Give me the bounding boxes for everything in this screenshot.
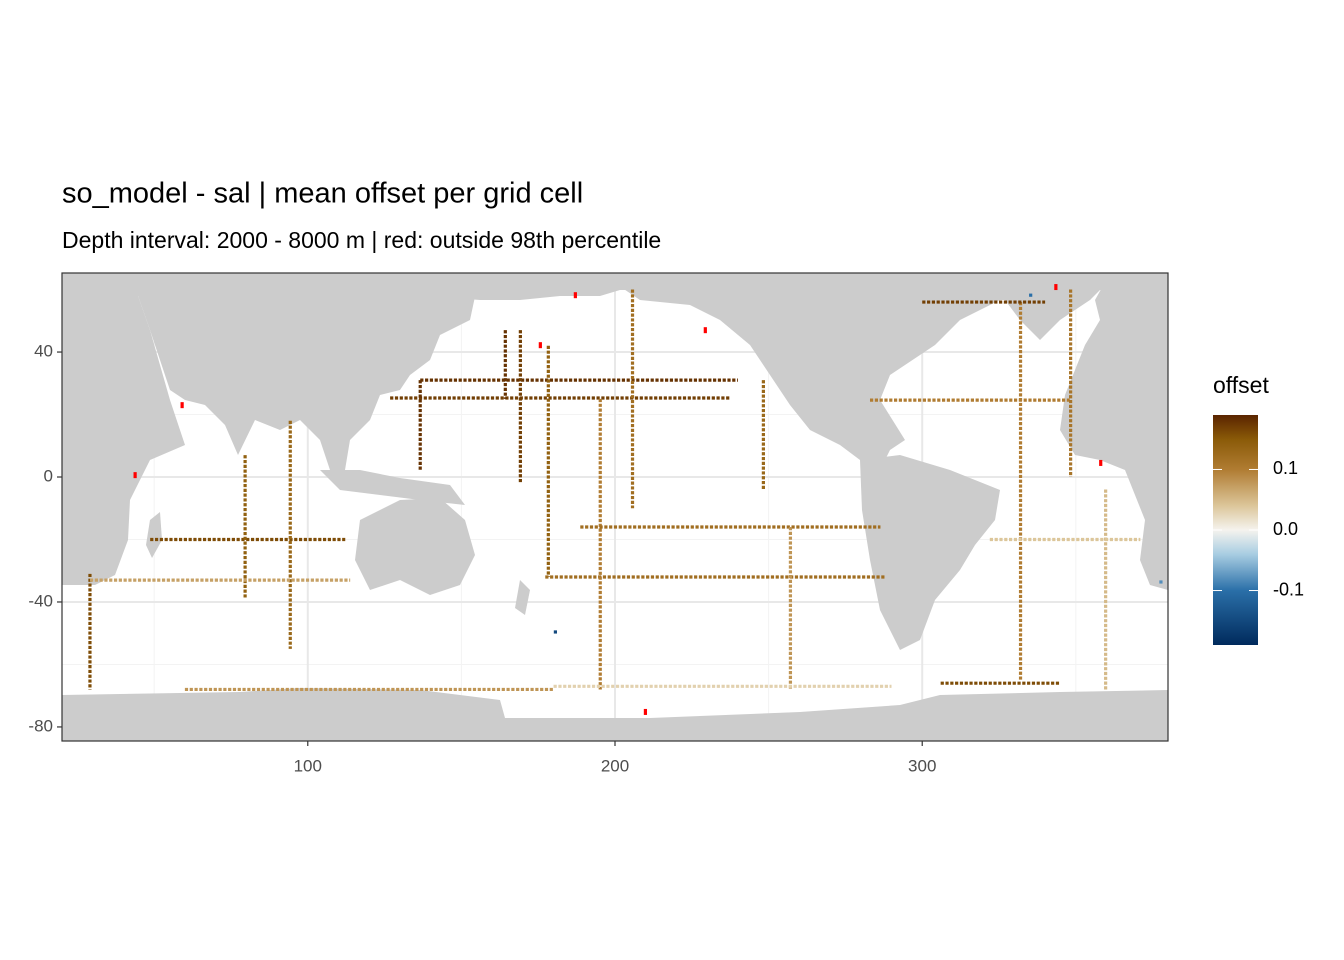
eurasia: [130, 273, 480, 470]
outlier-cell: [1099, 459, 1103, 466]
outlier-cell: [643, 708, 648, 715]
outlier-cell: [1054, 284, 1058, 291]
y-tick-label: 0: [44, 466, 53, 485]
y-tick-label: -80: [28, 716, 53, 735]
greenland: [1000, 273, 1110, 340]
x-tick-label: 200: [601, 756, 629, 775]
africa-east: [62, 273, 185, 585]
new-zealand: [515, 580, 530, 615]
south-america: [860, 455, 1000, 650]
outlier-cell: [573, 292, 577, 299]
grid-cell: [1029, 293, 1033, 297]
legend-tick-label: 0.1: [1273, 458, 1298, 478]
legend-title: offset: [1213, 372, 1269, 398]
maritime-asia: [320, 470, 465, 505]
data-layer: [88, 284, 1163, 715]
outlier-cell: [703, 327, 707, 334]
north-america: [600, 273, 1000, 470]
x-tick-label: 100: [294, 756, 322, 775]
grid-cell: [1159, 580, 1163, 584]
land: [62, 273, 1168, 741]
x-tick-label: 300: [908, 756, 936, 775]
y-tick-label: 40: [34, 342, 53, 361]
outlier-cell: [133, 472, 137, 479]
chart-title: so_model - sal | mean offset per grid ce…: [62, 178, 583, 210]
legend-tick-label: 0.0: [1273, 519, 1298, 539]
grid-cell: [553, 630, 557, 634]
legend: 0.1 0.0 -0.1: [1213, 458, 1304, 599]
legend-tick-label: -0.1: [1273, 579, 1304, 599]
outlier-cell: [538, 342, 542, 349]
chart-subtitle: Depth interval: 2000 - 8000 m | red: out…: [62, 227, 661, 253]
antarctica: [62, 688, 1168, 741]
australia: [355, 498, 475, 595]
y-tick-label: -40: [28, 591, 53, 610]
axes: 100 200 300 -80 -40 0 40: [28, 342, 936, 776]
europe-africa-west: [1060, 273, 1168, 590]
madagascar: [146, 512, 162, 558]
outlier-cell: [180, 402, 184, 409]
